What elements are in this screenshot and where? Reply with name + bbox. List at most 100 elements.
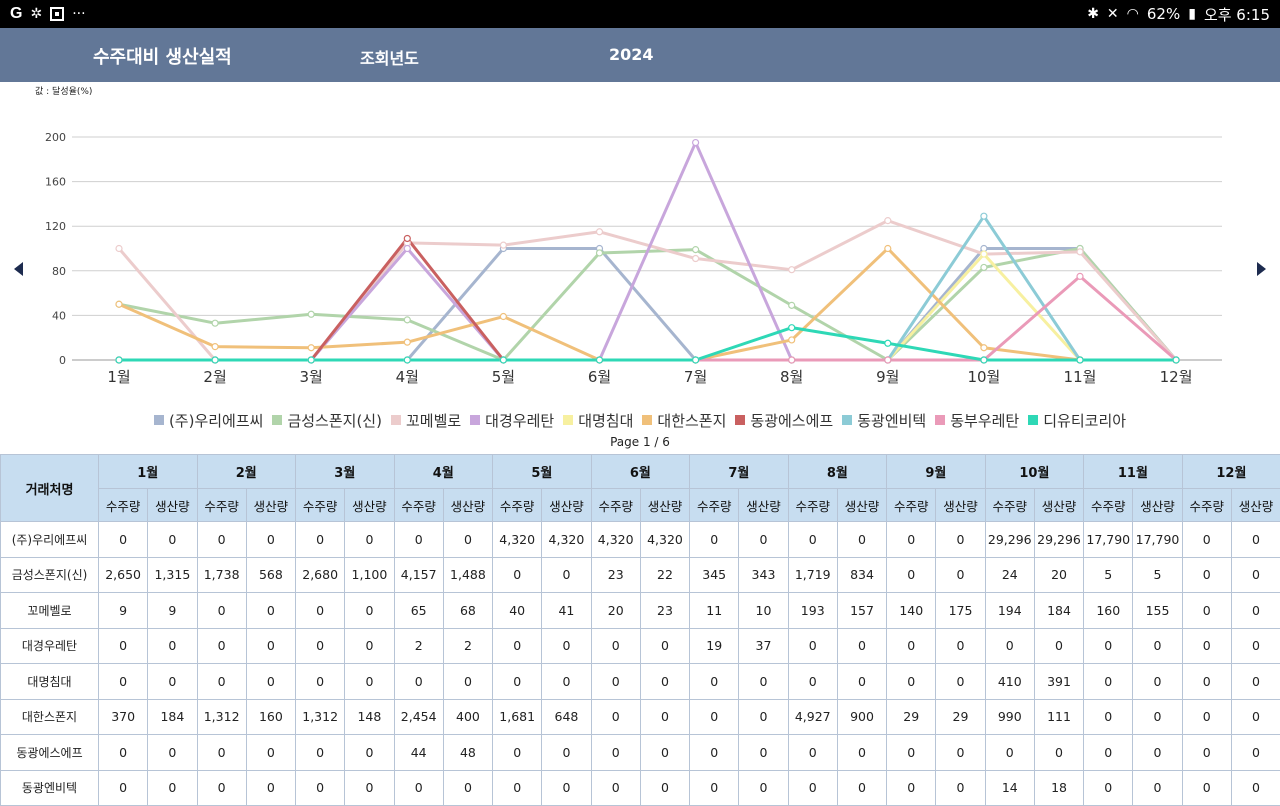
data-point [597, 357, 603, 363]
x-tick-label: 10월 [967, 368, 1000, 386]
qty-cell: 0 [197, 522, 246, 558]
qty-cell: 0 [837, 628, 886, 664]
data-point [308, 345, 314, 351]
legend-item[interactable]: 금성스폰지(신) [272, 410, 382, 431]
production-qty-header: 생산량 [443, 489, 492, 522]
legend-item[interactable]: 동광에스에프 [735, 410, 833, 431]
legend-item[interactable]: 동광엔비텍 [842, 410, 926, 431]
mute-icon: ✕ [1107, 6, 1119, 22]
legend-swatch [154, 415, 164, 425]
qty-cell: 23 [640, 593, 689, 629]
data-point [693, 140, 699, 146]
data-point [212, 320, 218, 326]
bluetooth-icon: ✱ [1087, 6, 1099, 22]
y-tick-label: 200 [45, 131, 66, 144]
page-indicator: Page 1 / 6 [0, 435, 1280, 449]
qty-cell: 10 [739, 593, 788, 629]
qty-cell: 0 [591, 770, 640, 806]
y-tick-label: 120 [45, 220, 66, 233]
client-name-cell: (주)우리에프씨 [1, 522, 99, 558]
qty-cell: 1,719 [788, 557, 837, 593]
qty-cell: 0 [739, 699, 788, 735]
order-qty-header: 수주량 [788, 489, 837, 522]
qty-cell: 0 [1231, 770, 1280, 806]
qty-cell: 0 [542, 735, 591, 771]
x-tick-label: 7월 [684, 368, 707, 386]
qty-cell: 4,320 [542, 522, 591, 558]
y-tick-label: 80 [52, 265, 66, 278]
legend-item[interactable]: 대명침대 [563, 410, 633, 431]
data-point [404, 246, 410, 252]
production-qty-header: 생산량 [1133, 489, 1182, 522]
y-tick-label: 160 [45, 176, 66, 189]
data-point [885, 340, 891, 346]
legend-item[interactable]: 동부우레탄 [935, 410, 1019, 431]
legend-swatch [470, 415, 480, 425]
clock: 오후 6:15 [1204, 4, 1270, 25]
legend-item[interactable]: 대경우레탄 [470, 410, 554, 431]
data-point [789, 357, 795, 363]
data-point [789, 337, 795, 343]
qty-cell: 0 [99, 735, 148, 771]
qty-cell: 0 [542, 664, 591, 700]
qty-cell: 0 [837, 735, 886, 771]
qty-cell: 0 [788, 522, 837, 558]
qty-cell: 0 [788, 664, 837, 700]
qty-cell: 0 [493, 557, 542, 593]
qty-cell: 0 [936, 522, 985, 558]
more-dots-icon: ··· [72, 6, 85, 22]
next-page-arrow[interactable] [1257, 262, 1266, 276]
x-tick-label: 5월 [492, 368, 515, 386]
qty-cell: 0 [493, 628, 542, 664]
month-header: 8월 [788, 455, 887, 489]
qty-cell: 0 [837, 770, 886, 806]
order-qty-header: 수주량 [985, 489, 1034, 522]
qty-cell: 0 [739, 735, 788, 771]
data-point [597, 229, 603, 235]
prev-page-arrow[interactable] [14, 262, 23, 276]
legend-label: 동광에스에프 [750, 410, 833, 431]
legend-item[interactable]: (주)우리에프씨 [154, 410, 264, 431]
qty-cell: 0 [1182, 664, 1231, 700]
data-point [1077, 273, 1083, 279]
legend-item[interactable]: 꼬메벨로 [391, 410, 461, 431]
series-line [119, 216, 1176, 360]
legend-item[interactable]: 대한스폰지 [642, 410, 726, 431]
qty-cell: 410 [985, 664, 1034, 700]
x-tick-label: 8월 [780, 368, 803, 386]
qty-cell: 5 [1133, 557, 1182, 593]
flipboard-icon [50, 7, 64, 21]
client-name-cell: 동광엔비텍 [1, 770, 99, 806]
qty-cell: 0 [936, 735, 985, 771]
data-point [693, 357, 699, 363]
year-value[interactable]: 2024 [609, 45, 654, 64]
order-qty-header: 수주량 [887, 489, 936, 522]
qty-cell: 0 [1182, 770, 1231, 806]
legend-swatch [935, 415, 945, 425]
legend-item[interactable]: 디유티코리아 [1028, 410, 1126, 431]
qty-cell: 0 [1182, 735, 1231, 771]
qty-cell: 0 [1182, 557, 1231, 593]
qty-cell: 0 [1182, 522, 1231, 558]
qty-cell: 1,100 [345, 557, 394, 593]
qty-cell: 29 [887, 699, 936, 735]
data-point [789, 302, 795, 308]
qty-cell: 19 [690, 628, 739, 664]
qty-cell: 29,296 [985, 522, 1034, 558]
qty-cell: 0 [246, 770, 295, 806]
app-header: 수주대비 생산실적 조회년도 2024 [0, 28, 1280, 82]
qty-cell: 0 [296, 628, 345, 664]
qty-cell: 0 [1231, 628, 1280, 664]
qty-cell: 990 [985, 699, 1034, 735]
legend-label: 대명침대 [578, 410, 633, 431]
production-qty-header: 생산량 [148, 489, 197, 522]
qty-cell: 0 [197, 735, 246, 771]
